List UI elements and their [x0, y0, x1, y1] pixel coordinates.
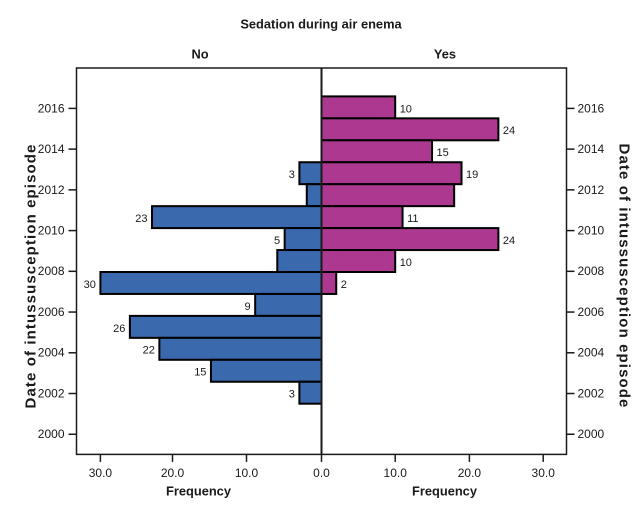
svg-text:2000: 2000 [578, 427, 605, 441]
svg-text:20.0: 20.0 [458, 466, 482, 480]
svg-text:No: No [191, 47, 208, 62]
svg-text:2006: 2006 [578, 305, 605, 319]
svg-text:11: 11 [407, 213, 418, 225]
svg-text:9: 9 [245, 301, 251, 313]
svg-text:26: 26 [113, 323, 125, 335]
svg-text:2010: 2010 [578, 223, 605, 237]
svg-text:Frequency: Frequency [412, 483, 478, 498]
svg-text:24: 24 [503, 125, 515, 137]
svg-text:30.0: 30.0 [532, 466, 556, 480]
svg-text:Frequency: Frequency [166, 483, 232, 498]
svg-text:22: 22 [143, 345, 155, 357]
svg-text:Yes: Yes [434, 47, 456, 62]
svg-text:20.0: 20.0 [161, 466, 185, 480]
svg-text:0.0: 0.0 [313, 466, 330, 480]
svg-text:2016: 2016 [38, 101, 65, 115]
svg-text:2004: 2004 [578, 346, 605, 360]
svg-text:Date of intussusception episod: Date of intussusception episode [616, 144, 633, 409]
svg-text:10: 10 [400, 257, 412, 269]
svg-text:15: 15 [194, 367, 206, 379]
svg-text:2008: 2008 [578, 264, 605, 278]
svg-text:2012: 2012 [38, 183, 65, 197]
svg-text:5: 5 [274, 235, 280, 247]
svg-text:2006: 2006 [38, 305, 65, 319]
svg-text:3: 3 [289, 169, 295, 181]
svg-text:10.0: 10.0 [235, 466, 259, 480]
svg-text:Sedation during air enema: Sedation during air enema [240, 16, 402, 31]
svg-text:10.0: 10.0 [384, 466, 408, 480]
svg-text:2000: 2000 [38, 427, 65, 441]
svg-text:2014: 2014 [38, 142, 65, 156]
svg-text:Date of intussusception episod: Date of intussusception episode [23, 144, 40, 409]
svg-text:10: 10 [400, 103, 412, 115]
svg-text:2010: 2010 [38, 223, 65, 237]
svg-text:2012: 2012 [578, 183, 605, 197]
svg-text:2016: 2016 [578, 101, 605, 115]
svg-text:2: 2 [341, 279, 347, 291]
svg-text:23: 23 [135, 213, 147, 225]
svg-text:2002: 2002 [38, 386, 65, 400]
svg-text:3: 3 [289, 389, 295, 401]
svg-text:2002: 2002 [578, 386, 605, 400]
svg-text:24: 24 [503, 235, 515, 247]
svg-text:19: 19 [466, 169, 478, 181]
svg-text:30: 30 [84, 279, 96, 291]
svg-text:30.0: 30.0 [89, 466, 113, 480]
svg-text:2014: 2014 [578, 142, 605, 156]
svg-text:15: 15 [437, 147, 449, 159]
svg-text:2004: 2004 [38, 346, 65, 360]
svg-text:2008: 2008 [38, 264, 65, 278]
